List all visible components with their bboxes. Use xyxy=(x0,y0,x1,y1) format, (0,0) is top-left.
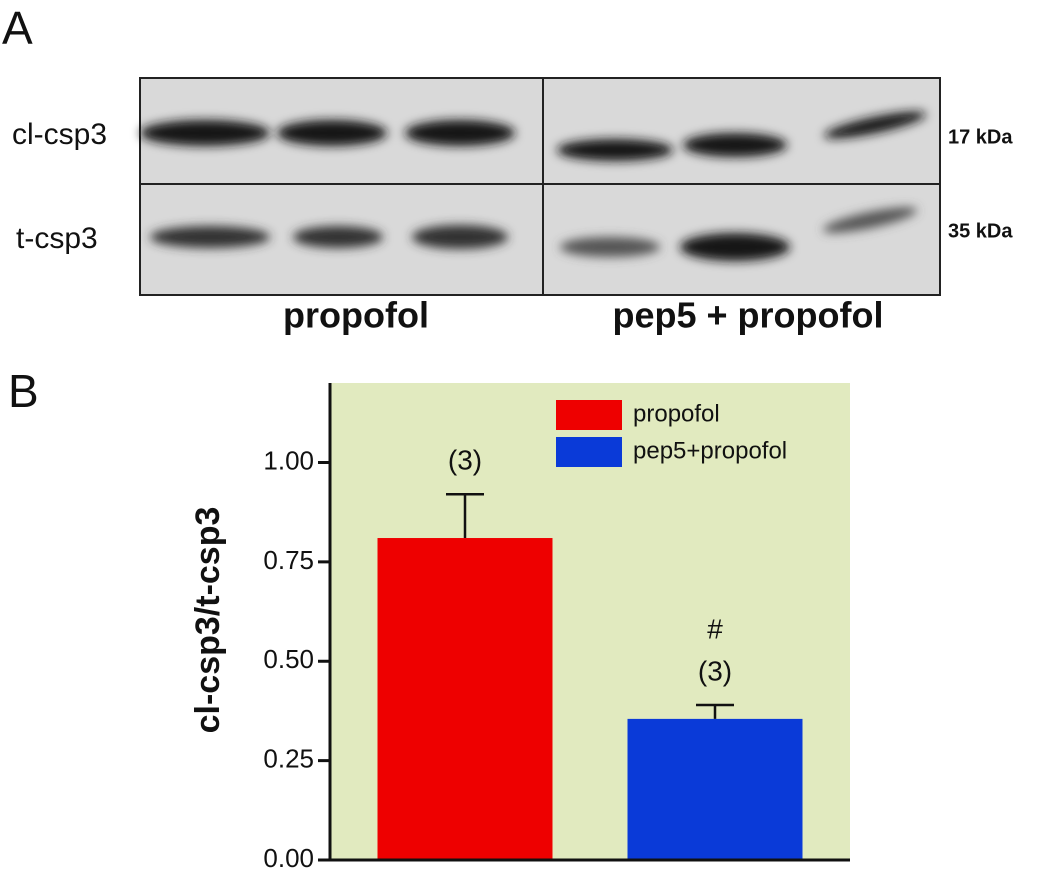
row-label: t-csp3 xyxy=(16,222,98,255)
size-label: 17 kDa xyxy=(948,126,1013,148)
blot xyxy=(139,77,941,296)
y-tick-label: 0.75 xyxy=(263,545,314,575)
error-bar xyxy=(696,703,734,719)
panel-label: A xyxy=(2,2,33,54)
blot-frame xyxy=(139,77,941,296)
n-label: (3) xyxy=(698,655,732,686)
bands xyxy=(140,111,926,261)
error-bar xyxy=(446,493,484,539)
y-tick-label: 0.00 xyxy=(263,843,314,870)
significance-label: # xyxy=(707,613,723,644)
row-label: cl-csp3 xyxy=(12,118,107,151)
y-tick-label: 0.25 xyxy=(263,744,314,774)
group-label: propofol xyxy=(283,295,429,336)
legend-swatch xyxy=(556,437,622,467)
panel-label: B xyxy=(8,365,39,417)
legend-label: propofol xyxy=(633,400,720,427)
size-label: 35 kDa xyxy=(948,220,1013,242)
y-tick-label: 1.00 xyxy=(263,445,314,475)
n-label: (3) xyxy=(448,445,482,476)
legend-swatch xyxy=(556,400,622,430)
bar xyxy=(377,538,553,860)
y-tick-label: 0.50 xyxy=(263,644,314,674)
bar xyxy=(627,718,803,860)
plot: 0.00 0.25 0.50 0.75 1.00 (3) propofol (3) # pep5+… xyxy=(263,383,850,870)
y-axis-title: cl-csp3/t-csp3 xyxy=(189,507,227,734)
legend-label: pep5+propofol xyxy=(633,437,787,464)
group-label: pep5 + propofol xyxy=(612,295,883,336)
